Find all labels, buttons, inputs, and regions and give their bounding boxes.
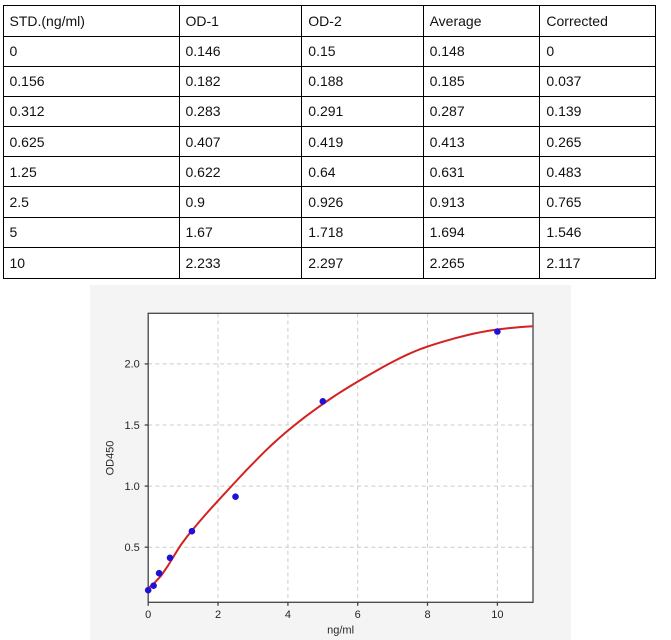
svg-text:ng/ml: ng/ml [327,625,354,637]
svg-text:OD450: OD450 [105,441,117,476]
svg-text:2.0: 2.0 [125,359,140,371]
svg-text:6: 6 [355,609,361,621]
svg-text:0: 0 [145,609,151,621]
svg-text:1.0: 1.0 [125,481,140,493]
svg-text:0.5: 0.5 [125,542,140,554]
svg-text:2: 2 [215,609,221,621]
svg-text:10: 10 [491,609,503,621]
svg-text:1.5: 1.5 [125,420,140,432]
svg-text:8: 8 [424,609,430,621]
svg-text:4: 4 [285,609,291,621]
